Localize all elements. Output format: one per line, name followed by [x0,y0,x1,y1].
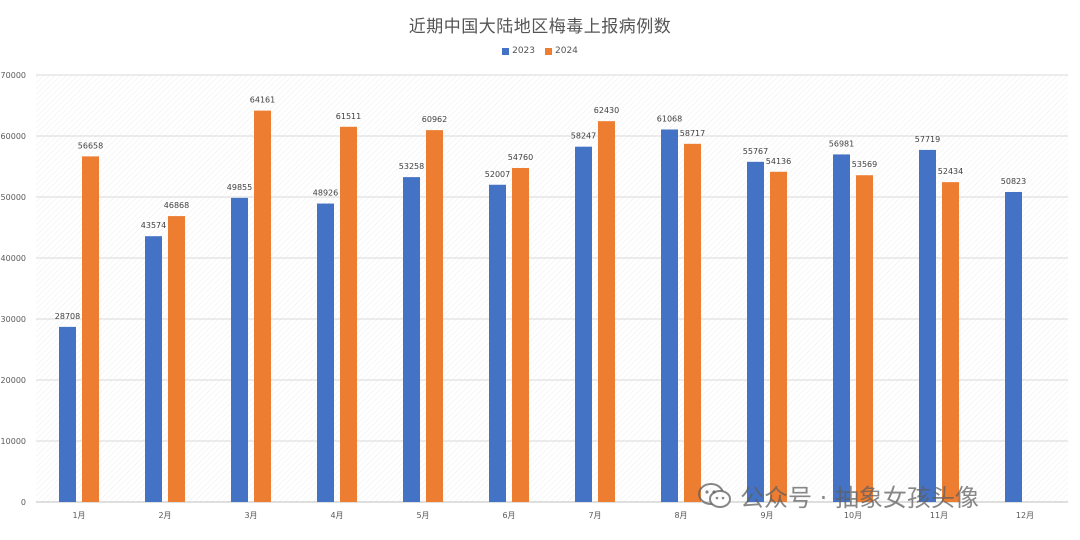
y-tick-label: 70000 [1,71,26,80]
data-label-2024: 52434 [938,167,963,176]
x-tick-label: 12月 [1016,511,1034,520]
bar-2024 [856,175,873,502]
data-label-2024: 61511 [336,112,361,121]
data-label-2024: 53569 [852,160,877,169]
x-tick-label: 8月 [674,511,687,520]
data-label-2023: 55767 [743,147,768,156]
data-label-2023: 50823 [1001,177,1026,186]
watermark: 公众号 · 抽象女孩头像 [698,478,979,513]
x-tick-label: 6月 [502,511,515,520]
data-label-2023: 48926 [313,189,338,198]
x-tick-label: 7月 [588,511,601,520]
bar-2023 [919,149,936,502]
x-tick-label: 3月 [244,511,257,520]
bar-2024 [340,126,357,502]
bar-2023 [403,177,420,502]
legend-label-2023: 2023 [512,46,535,56]
data-label-2024: 64161 [250,96,275,105]
data-label-2023: 49855 [227,183,252,192]
plot-background [36,75,1068,502]
data-label-2023: 61068 [657,114,682,123]
bar-2023 [317,203,334,503]
legend-item-2024: 2024 [545,46,578,56]
bar-2024 [770,171,787,503]
data-label-2023: 57719 [915,135,940,144]
data-label-2024: 46868 [164,201,189,210]
legend-label-2024: 2024 [555,46,578,56]
bar-2024 [684,143,701,502]
x-tick-label: 11月 [930,511,948,520]
legend-item-2023: 2023 [502,46,535,56]
data-label-2023: 28708 [55,312,80,321]
bar-2024 [82,156,99,502]
x-tick-label: 10月 [844,511,862,520]
data-label-2024: 54760 [508,153,533,162]
bar-2024 [598,121,615,502]
bar-2023 [1005,191,1022,502]
bar-2023 [489,184,506,502]
data-label-2023: 56981 [829,139,854,148]
x-tick-label: 4月 [330,511,343,520]
y-tick-label: 50000 [1,193,26,202]
chart-title: 近期中国大陆地区梅毒上报病例数 [408,17,672,37]
y-tick-label: 20000 [1,376,26,385]
bar-2023 [231,197,248,502]
y-tick-label: 30000 [1,315,26,324]
x-tick-label: 2月 [158,511,171,520]
legend: 2023 2024 [0,46,1080,56]
data-label-2023: 43574 [141,221,166,230]
y-tick-label: 40000 [1,254,26,263]
watermark-text: 公众号 · 抽象女孩头像 [740,484,979,512]
bar-2023 [145,236,162,502]
legend-swatch-2023 [502,47,510,55]
bar-2023 [59,326,76,502]
bar-2024 [512,167,529,503]
x-tick-label: 1月 [72,511,85,520]
y-tick-label: 10000 [1,437,26,446]
legend-swatch-2024 [545,47,552,55]
bar-2024 [254,110,271,503]
bar-2024 [942,182,959,503]
bar-2024 [426,130,443,502]
bar-2024 [168,216,185,502]
data-label-2023: 52007 [485,170,510,179]
data-label-2024: 60962 [422,115,447,124]
y-tick-label: 60000 [1,132,26,141]
x-tick-label: 5月 [416,511,429,520]
data-label-2023: 53258 [399,162,424,171]
x-tick-label: 9月 [760,511,773,520]
wechat-icon [698,482,732,510]
y-tick-label: 0 [21,498,26,507]
bar-2023 [747,161,764,503]
bar-2023 [661,129,678,502]
bar-2023 [575,146,592,502]
data-label-2024: 58717 [680,129,705,138]
data-label-2023: 58247 [571,132,596,141]
bar-2023 [833,154,850,502]
data-label-2024: 62430 [594,106,619,115]
data-label-2024: 56658 [78,141,103,150]
data-label-2024: 54136 [766,157,791,166]
